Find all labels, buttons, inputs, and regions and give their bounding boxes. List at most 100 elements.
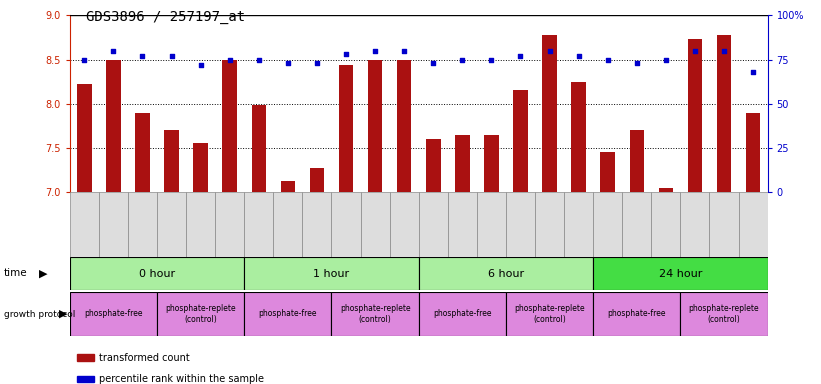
FancyBboxPatch shape — [419, 192, 447, 257]
Text: 24 hour: 24 hour — [658, 268, 702, 279]
FancyBboxPatch shape — [739, 192, 768, 257]
Text: phosphate-free: phosphate-free — [259, 310, 317, 318]
FancyBboxPatch shape — [419, 292, 506, 336]
FancyBboxPatch shape — [245, 257, 419, 290]
FancyBboxPatch shape — [215, 192, 245, 257]
FancyBboxPatch shape — [245, 292, 332, 336]
Text: time: time — [4, 268, 28, 278]
Text: ▶: ▶ — [59, 309, 67, 319]
Point — [601, 56, 614, 63]
Point — [456, 56, 469, 63]
Point — [252, 56, 265, 63]
Text: phosphate-replete
(control): phosphate-replete (control) — [340, 304, 410, 324]
Text: 0 hour: 0 hour — [139, 268, 175, 279]
Bar — [194, 144, 208, 192]
Point — [223, 56, 236, 63]
FancyBboxPatch shape — [360, 192, 390, 257]
Point — [136, 53, 149, 59]
Bar — [717, 35, 732, 192]
Point — [369, 48, 382, 54]
Point — [107, 48, 120, 54]
Bar — [135, 113, 149, 192]
Text: 1 hour: 1 hour — [314, 268, 350, 279]
FancyBboxPatch shape — [332, 192, 360, 257]
Bar — [77, 84, 92, 192]
Point — [543, 48, 556, 54]
Point — [718, 48, 731, 54]
Bar — [164, 130, 179, 192]
Bar — [339, 65, 353, 192]
Text: phosphate-free: phosphate-free — [433, 310, 492, 318]
Text: ▶: ▶ — [39, 268, 48, 278]
Bar — [251, 104, 266, 192]
Bar — [368, 60, 383, 192]
Point — [746, 69, 759, 75]
Bar — [745, 113, 760, 192]
Bar — [455, 135, 470, 192]
Point — [282, 60, 295, 66]
Text: percentile rank within the sample: percentile rank within the sample — [99, 374, 264, 384]
FancyBboxPatch shape — [564, 192, 593, 257]
Bar — [543, 35, 557, 192]
FancyBboxPatch shape — [681, 192, 709, 257]
Point — [659, 56, 672, 63]
FancyBboxPatch shape — [419, 257, 593, 290]
Bar — [600, 152, 615, 192]
Text: phosphate-replete
(control): phosphate-replete (control) — [689, 304, 759, 324]
FancyBboxPatch shape — [622, 192, 651, 257]
Bar — [484, 135, 498, 192]
FancyBboxPatch shape — [157, 192, 186, 257]
Bar — [77, 376, 94, 382]
Point — [194, 62, 207, 68]
FancyBboxPatch shape — [332, 292, 419, 336]
Bar — [281, 181, 295, 192]
Bar — [571, 83, 586, 192]
Bar — [106, 60, 121, 192]
FancyBboxPatch shape — [681, 292, 768, 336]
Point — [514, 53, 527, 59]
Bar — [688, 39, 702, 192]
FancyBboxPatch shape — [506, 192, 535, 257]
FancyBboxPatch shape — [651, 192, 681, 257]
Point — [165, 53, 178, 59]
Bar — [426, 139, 441, 192]
FancyBboxPatch shape — [128, 192, 157, 257]
FancyBboxPatch shape — [477, 192, 506, 257]
FancyBboxPatch shape — [302, 192, 332, 257]
FancyBboxPatch shape — [245, 192, 273, 257]
Text: transformed count: transformed count — [99, 353, 190, 363]
Text: phosphate-free: phosphate-free — [84, 310, 143, 318]
FancyBboxPatch shape — [157, 292, 245, 336]
Text: GDS3896 / 257197_at: GDS3896 / 257197_at — [86, 10, 245, 23]
Point — [427, 60, 440, 66]
Point — [572, 53, 585, 59]
Text: phosphate-free: phosphate-free — [608, 310, 666, 318]
FancyBboxPatch shape — [70, 292, 157, 336]
FancyBboxPatch shape — [535, 192, 564, 257]
FancyBboxPatch shape — [70, 192, 99, 257]
Point — [78, 56, 91, 63]
Point — [310, 60, 323, 66]
Bar — [630, 130, 644, 192]
Point — [631, 60, 644, 66]
FancyBboxPatch shape — [390, 192, 419, 257]
Point — [688, 48, 701, 54]
Bar — [222, 60, 237, 192]
FancyBboxPatch shape — [186, 192, 215, 257]
Bar — [77, 354, 94, 361]
Text: phosphate-replete
(control): phosphate-replete (control) — [514, 304, 585, 324]
FancyBboxPatch shape — [593, 292, 681, 336]
Point — [397, 48, 410, 54]
Point — [485, 56, 498, 63]
Text: growth protocol: growth protocol — [4, 310, 76, 319]
FancyBboxPatch shape — [447, 192, 477, 257]
FancyBboxPatch shape — [506, 292, 593, 336]
FancyBboxPatch shape — [593, 192, 622, 257]
Bar — [397, 60, 411, 192]
Text: phosphate-replete
(control): phosphate-replete (control) — [165, 304, 236, 324]
FancyBboxPatch shape — [273, 192, 302, 257]
FancyBboxPatch shape — [70, 257, 245, 290]
FancyBboxPatch shape — [99, 192, 128, 257]
Bar — [513, 90, 528, 192]
Text: 6 hour: 6 hour — [488, 268, 524, 279]
